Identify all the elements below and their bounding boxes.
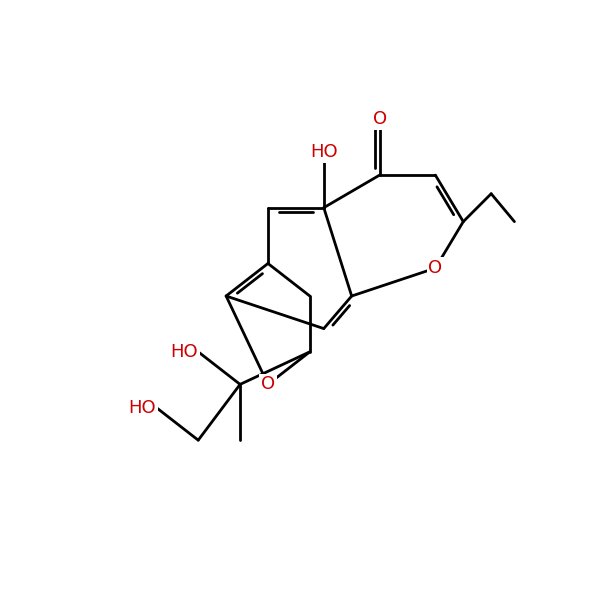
Text: O: O	[261, 376, 275, 394]
Text: HO: HO	[170, 343, 198, 361]
Text: O: O	[373, 110, 386, 128]
Text: HO: HO	[310, 143, 338, 161]
Text: HO: HO	[129, 398, 157, 416]
Text: O: O	[428, 259, 442, 277]
